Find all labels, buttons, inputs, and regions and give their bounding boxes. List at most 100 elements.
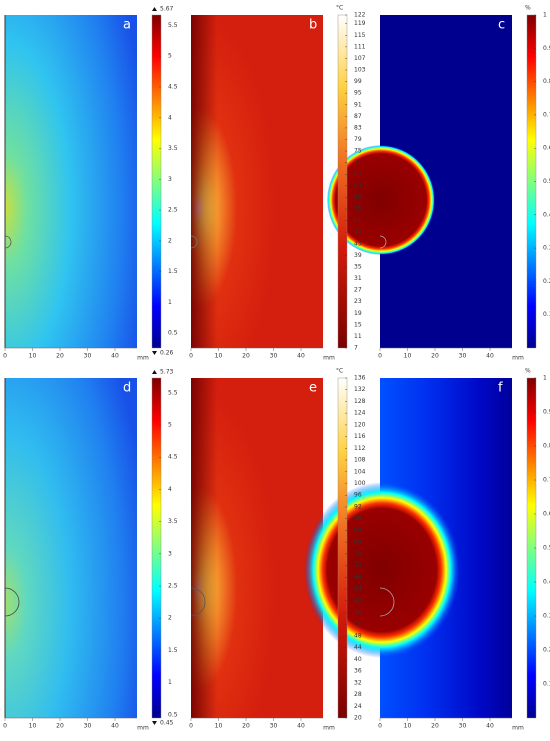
x-tick-label: 20 bbox=[56, 353, 64, 360]
x-unit: mm bbox=[323, 355, 335, 362]
colorbar-unit: % bbox=[525, 368, 531, 375]
colorbar-tick-label: 47 bbox=[354, 229, 362, 236]
colorbar-tick-label: 2 bbox=[168, 237, 172, 244]
panel-letter: b bbox=[309, 18, 317, 33]
x-unit: mm bbox=[512, 725, 524, 732]
colorbar-tick-label: 20 bbox=[354, 715, 362, 722]
colorbar-tick-label: 28 bbox=[354, 691, 362, 698]
colorbar-tick-label: 59 bbox=[354, 194, 362, 201]
colorbar-tick-label: 11 bbox=[354, 333, 362, 340]
max-marker bbox=[152, 370, 157, 374]
colorbar-unit: °C bbox=[336, 5, 343, 12]
colorbar-tick-label: 88 bbox=[354, 515, 362, 522]
colorbar-tick-label: 3.5 bbox=[168, 145, 178, 152]
colorbar-tick-label: 0.7 bbox=[543, 477, 550, 484]
x-tick-label: 20 bbox=[56, 723, 64, 730]
colorbar-tick-label: 19 bbox=[354, 310, 362, 317]
colorbar-tick-label: 112 bbox=[354, 445, 366, 452]
colorbar-tick-label: 115 bbox=[354, 32, 366, 39]
colorbar-tick-label: 0.9 bbox=[543, 45, 550, 52]
colorbar-tick-label: 0.8 bbox=[543, 443, 550, 450]
colorbar-tick-label: 136 bbox=[354, 375, 366, 382]
colorbar-tick-label: 104 bbox=[354, 468, 366, 475]
colorbar-tick-label: 0.6 bbox=[543, 511, 550, 518]
colorbar-tick-label: 4 bbox=[168, 114, 172, 121]
colorbar-tick-label: 0.8 bbox=[543, 78, 550, 85]
field-e bbox=[190, 378, 323, 718]
colorbar-tick-label: 96 bbox=[354, 492, 362, 499]
x-unit: mm bbox=[512, 355, 524, 362]
panel-letter: a bbox=[123, 18, 131, 33]
x-tick-label: 40 bbox=[111, 723, 119, 730]
colorbar-tick-label: 2 bbox=[168, 615, 172, 622]
colorbar-tick-label: 0.5 bbox=[543, 178, 550, 185]
colorbar bbox=[151, 377, 162, 719]
x-tick-label: 10 bbox=[215, 353, 223, 360]
colorbar-tick-label: 7 bbox=[354, 345, 358, 352]
colorbar-tick-label: 111 bbox=[354, 43, 366, 50]
colorbar-tick-label: 71 bbox=[354, 159, 362, 166]
colorbar-tick-label: 68 bbox=[354, 574, 362, 581]
colorbar-tick-label: 0.1 bbox=[543, 311, 550, 318]
colorbar-tick-label: 91 bbox=[354, 101, 362, 108]
colorbar-tick-label: 116 bbox=[354, 433, 366, 440]
x-tick-label: 0 bbox=[378, 353, 382, 360]
colorbar-tick-label: 36 bbox=[354, 668, 362, 675]
x-tick-label: 30 bbox=[459, 353, 467, 360]
colorbar-tick-label: 72 bbox=[354, 562, 362, 569]
colorbar-tick-label: 40 bbox=[354, 656, 362, 663]
x-tick-label: 0 bbox=[189, 353, 193, 360]
colorbar-tick-label: 63 bbox=[354, 182, 362, 189]
colorbar-tick-label: 0.3 bbox=[543, 245, 550, 252]
colorbar-tick-label: 27 bbox=[354, 287, 362, 294]
colorbar-tick-label: 1 bbox=[543, 375, 547, 382]
colorbar-tick-label: 0.9 bbox=[543, 409, 550, 416]
max-marker bbox=[152, 7, 157, 11]
panel-letter: d bbox=[123, 381, 131, 396]
colorbar-tick-label: 3 bbox=[168, 550, 172, 557]
min-marker bbox=[152, 721, 157, 725]
colorbar-unit: % bbox=[525, 5, 531, 12]
colorbar-tick-label: 48 bbox=[354, 632, 362, 639]
colorbar-tick-label: 2.5 bbox=[168, 207, 178, 214]
colorbar-tick-label: 1 bbox=[543, 12, 547, 19]
colorbar-tick-label: 100 bbox=[354, 480, 366, 487]
colorbar-tick-label: 4 bbox=[168, 486, 172, 493]
colorbar-tick-label: 4.5 bbox=[168, 454, 178, 461]
panel-letter: f bbox=[498, 381, 503, 396]
colorbar-tick-label: 108 bbox=[354, 457, 366, 464]
colorbar-tick-label: 44 bbox=[354, 644, 362, 651]
colorbar-tick-label: 0.7 bbox=[543, 111, 550, 118]
min-marker bbox=[152, 351, 157, 355]
x-tick-label: 0 bbox=[378, 723, 382, 730]
max-label: 5.67 bbox=[160, 6, 174, 13]
colorbar-tick-label: 4.5 bbox=[168, 84, 178, 91]
x-tick-label: 40 bbox=[486, 353, 494, 360]
x-tick-label: 10 bbox=[404, 723, 412, 730]
colorbar-tick-label: 67 bbox=[354, 171, 362, 178]
x-tick-label: 40 bbox=[486, 723, 494, 730]
colorbar-tick-label: 0.2 bbox=[543, 647, 550, 654]
colorbar-tick-label: 24 bbox=[354, 703, 362, 710]
max-label: 5.73 bbox=[160, 369, 174, 376]
colorbar-tick-label: 52 bbox=[354, 621, 362, 628]
colorbar-tick-label: 80 bbox=[354, 539, 362, 546]
field-d bbox=[4, 378, 137, 718]
colorbar-tick-label: 0.5 bbox=[168, 330, 178, 337]
colorbar-tick-label: 64 bbox=[354, 586, 362, 593]
colorbar-tick-label: 1 bbox=[168, 299, 172, 306]
colorbar-tick-label: 23 bbox=[354, 298, 362, 305]
colorbar-unit: °C bbox=[336, 368, 343, 375]
colorbar-tick-label: 51 bbox=[354, 217, 362, 224]
x-tick-label: 10 bbox=[29, 723, 37, 730]
colorbar-tick-label: 76 bbox=[354, 550, 362, 557]
x-tick-label: 10 bbox=[29, 353, 37, 360]
colorbar-tick-label: 1.5 bbox=[168, 647, 178, 654]
colorbar-tick-label: 3 bbox=[168, 176, 172, 183]
colorbar-tick-label: 119 bbox=[354, 20, 366, 27]
x-unit: mm bbox=[137, 725, 149, 732]
panel-letter: c bbox=[498, 18, 505, 33]
field-b bbox=[190, 15, 323, 348]
x-tick-label: 20 bbox=[431, 723, 439, 730]
